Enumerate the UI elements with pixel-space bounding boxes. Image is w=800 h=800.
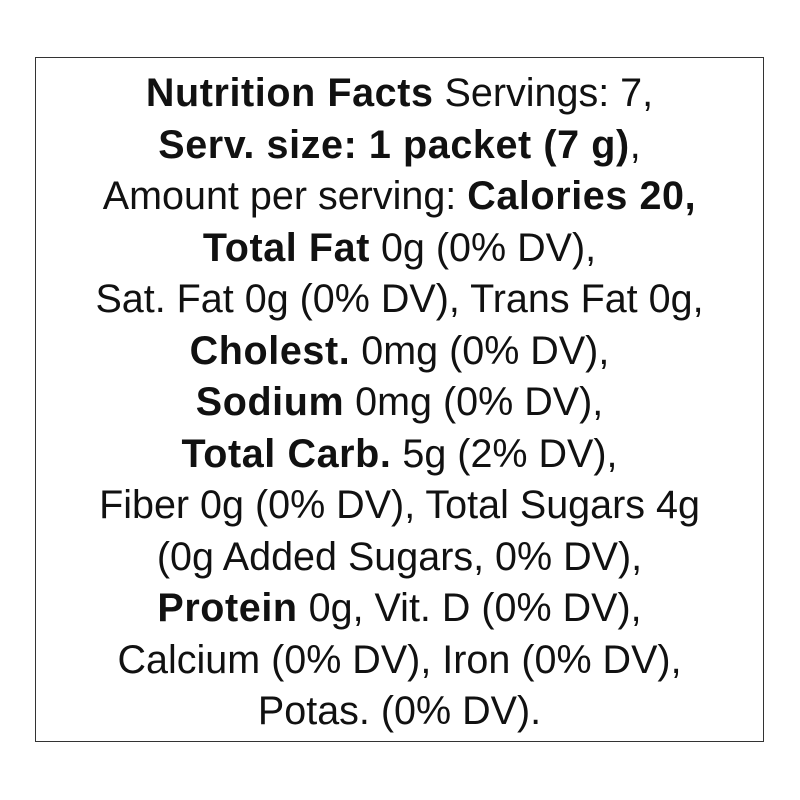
label-line: Sat. Fat 0g (0% DV), Trans Fat 0g,	[36, 274, 763, 326]
label-line: Total Fat 0g (0% DV),	[36, 223, 763, 275]
label-line: Sodium 0mg (0% DV),	[36, 377, 763, 429]
label-line: Cholest. 0mg (0% DV),	[36, 326, 763, 378]
text: 0mg (0% DV),	[350, 328, 610, 373]
text: Fiber 0g (0% DV), Total Sugars 4g	[99, 483, 700, 527]
label-line: Fiber 0g (0% DV), Total Sugars 4g	[36, 480, 763, 532]
text: Servings: 7,	[433, 71, 654, 115]
bold-text: Nutrition Facts	[145, 71, 434, 115]
label-line: Nutrition Facts Servings: 7,	[36, 68, 763, 120]
text: Amount per serving:	[102, 174, 468, 218]
bold-text: Sodium	[195, 380, 345, 424]
text: Sat. Fat 0g (0% DV), Trans Fat 0g,	[95, 277, 704, 321]
text: 0g, Vit. D (0% DV),	[297, 586, 642, 630]
label-line: (0g Added Sugars, 0% DV),	[36, 532, 763, 584]
label-line: Total Carb. 5g (2% DV),	[36, 429, 763, 481]
nutrition-label: Nutrition Facts Servings: 7, Serv. size: …	[35, 57, 764, 742]
bold-text: Total Fat	[202, 225, 370, 270]
bold-text: Serv. size: 1 packet (7 g)	[158, 122, 630, 167]
label-line: Amount per serving: Calories 20,	[36, 171, 763, 223]
text: ,	[629, 122, 641, 167]
text: 0mg (0% DV),	[344, 380, 604, 424]
text: 5g (2% DV),	[391, 431, 618, 476]
text: 0g (0% DV),	[369, 225, 597, 270]
label-line: Calcium (0% DV), Iron (0% DV),	[36, 635, 763, 687]
bold-text: Cholest.	[189, 328, 351, 373]
bold-text: Protein	[157, 586, 298, 630]
text: Calcium (0% DV), Iron (0% DV),	[117, 637, 682, 682]
text: Potas. (0% DV).	[257, 689, 542, 733]
text: (0g Added Sugars, 0% DV),	[156, 534, 643, 579]
bold-text: Calories 20,	[467, 174, 697, 218]
label-line: Protein 0g, Vit. D (0% DV),	[36, 583, 763, 635]
label-line: Potas. (0% DV).	[36, 686, 763, 738]
label-line: Serv. size: 1 packet (7 g),	[36, 120, 763, 172]
bold-text: Total Carb.	[181, 431, 392, 476]
